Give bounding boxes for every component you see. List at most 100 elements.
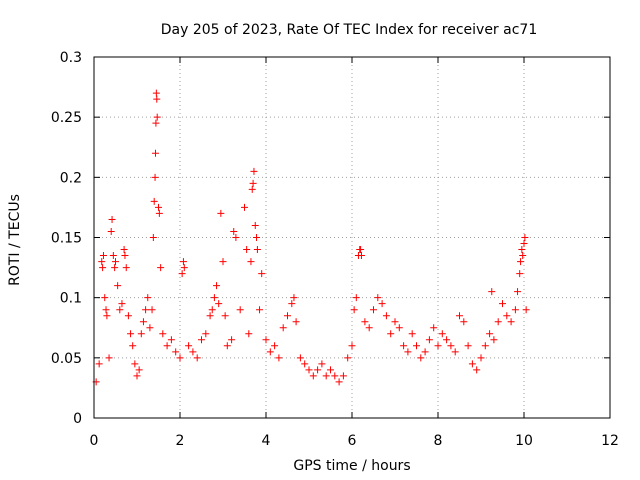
data-point: [357, 252, 365, 260]
x-tick-label: 0: [90, 433, 99, 449]
data-point: [517, 258, 525, 266]
x-tick-label: 12: [601, 433, 619, 449]
x-tick-label: 4: [262, 433, 271, 449]
data-point: [266, 348, 274, 356]
data-point: [460, 318, 468, 326]
data-point: [142, 306, 150, 314]
data-point: [167, 336, 175, 344]
data-point: [129, 342, 137, 350]
data-point: [208, 306, 216, 314]
data-point: [250, 167, 258, 175]
data-point: [438, 330, 446, 338]
data-point: [153, 113, 161, 121]
data-point: [151, 173, 159, 181]
data-point: [258, 270, 266, 278]
data-point: [228, 336, 236, 344]
data-point: [518, 246, 526, 254]
data-point: [421, 348, 429, 356]
chart-title: Day 205 of 2023, Rate Of TEC Index for r…: [161, 22, 537, 38]
data-point: [408, 330, 416, 338]
data-point: [486, 330, 494, 338]
data-point: [305, 366, 313, 374]
data-point: [127, 330, 135, 338]
data-point: [101, 294, 109, 302]
data-point: [243, 246, 251, 254]
data-point: [95, 360, 103, 368]
data-point: [296, 354, 304, 362]
data-point: [327, 366, 334, 374]
data-point: [219, 258, 227, 266]
data-point: [284, 312, 291, 320]
data-point: [400, 342, 408, 350]
data-point: [309, 372, 317, 380]
data-point: [232, 234, 240, 241]
data-point: [111, 264, 119, 272]
data-point: [256, 306, 264, 314]
data-point: [494, 318, 502, 326]
data-point: [144, 294, 152, 302]
data-point: [262, 336, 270, 344]
data-point: [245, 330, 253, 338]
data-point: [131, 360, 139, 368]
data-point: [404, 348, 412, 356]
data-point: [148, 306, 156, 314]
data-point: [292, 318, 300, 326]
data-point: [198, 336, 205, 344]
data-point: [382, 312, 390, 320]
data-point: [120, 246, 128, 254]
data-point: [350, 306, 358, 314]
x-tick-label: 6: [348, 433, 357, 449]
data-point: [210, 294, 218, 302]
data-point: [507, 318, 515, 326]
data-point: [124, 312, 132, 320]
data-point: [102, 306, 110, 314]
y-tick-label: 0.05: [51, 351, 82, 367]
data-point: [335, 378, 343, 386]
y-tick-label: 0.15: [51, 231, 82, 247]
data-point: [391, 318, 399, 326]
data-point: [185, 342, 193, 350]
data-point: [464, 342, 472, 350]
data-point: [451, 348, 459, 356]
data-point: [318, 360, 326, 368]
data-point: [473, 366, 481, 374]
data-point: [112, 258, 119, 266]
data-point: [99, 264, 107, 272]
data-point: [443, 336, 451, 344]
x-tick-label: 10: [515, 433, 533, 449]
data-point: [413, 342, 420, 350]
x-tick-label: 2: [176, 433, 185, 449]
data-point: [521, 234, 529, 241]
data-point: [339, 372, 347, 380]
tick-labels: 0 2 4 6 8 10 12 0 0.05 0.1 0.15 0.2 0.25 0.3: [51, 50, 619, 449]
data-point: [206, 312, 214, 320]
data-point: [109, 252, 117, 260]
data-point: [253, 234, 261, 241]
data-point: [348, 342, 356, 350]
data-point: [151, 149, 159, 157]
data-point: [236, 306, 244, 314]
data-point: [133, 372, 141, 380]
data-point: [434, 342, 442, 350]
data-point: [137, 330, 145, 338]
data-point: [331, 372, 339, 380]
data-point: [514, 288, 522, 296]
data-point: [103, 312, 111, 320]
data-point: [155, 209, 163, 217]
data-point: [430, 324, 438, 332]
data-point: [114, 282, 122, 290]
data-point: [221, 312, 229, 320]
data-point: [248, 185, 256, 193]
data-point: [447, 342, 455, 350]
data-point: [178, 270, 186, 278]
data-point: [499, 300, 506, 308]
data-point: [374, 294, 382, 302]
data-point: [370, 306, 377, 314]
y-tick-label: 0.1: [60, 291, 82, 307]
data-point: [477, 354, 485, 362]
data-point: [213, 282, 221, 290]
data-points: [92, 89, 530, 386]
data-point: [135, 366, 143, 374]
data-point: [481, 342, 489, 350]
